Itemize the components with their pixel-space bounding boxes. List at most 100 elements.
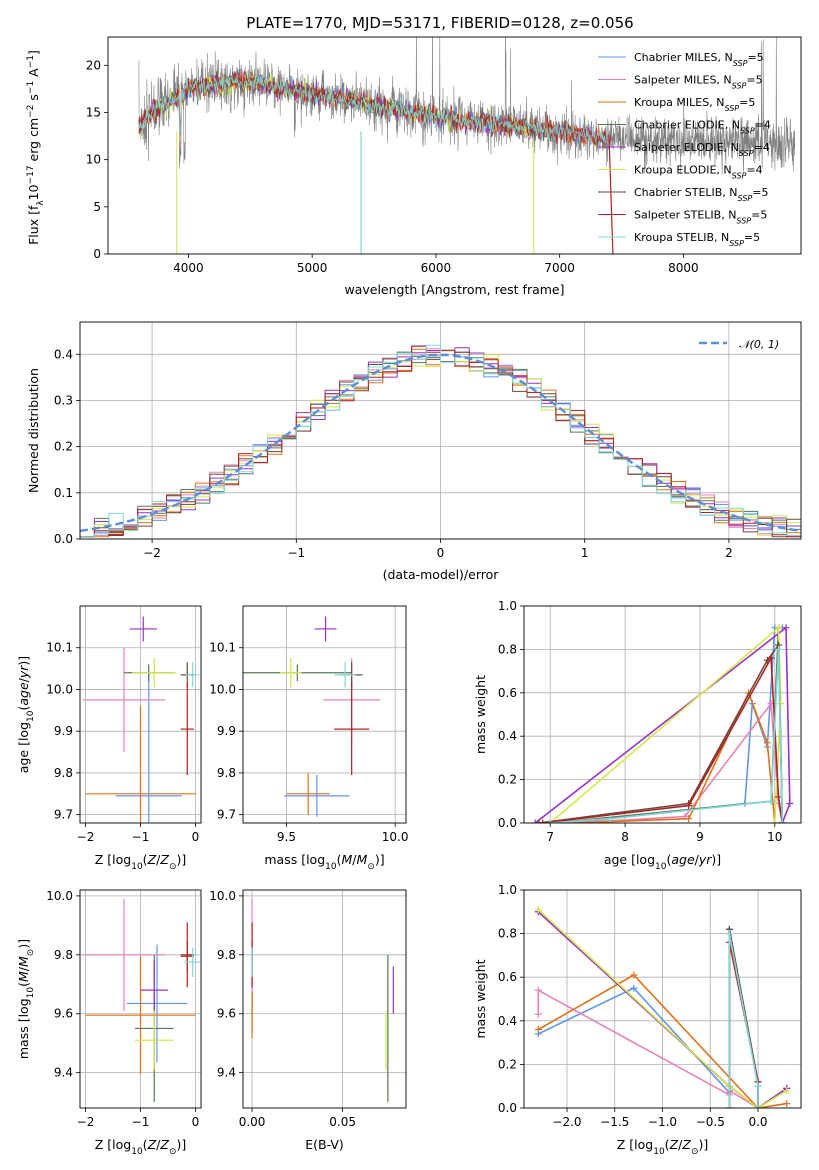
residuals-frame — [79, 321, 802, 540]
x-tick-label: 2 — [725, 546, 733, 560]
y-tick-label: 1.0 — [498, 883, 517, 897]
x-axis-label: age [log10(age/yr)] — [604, 852, 721, 872]
marker-salp_stel — [539, 819, 547, 823]
x-tick-label: −1 — [287, 546, 305, 560]
residuals-plot — [80, 344, 801, 538]
y-axis-label: Flux [fλ10−17 erg cm−2 s−1 A−1] — [26, 50, 46, 245]
series-chab_miles-line — [572, 626, 783, 823]
marker-krou_stel — [606, 815, 614, 823]
y-tick-label: 0.0 — [498, 816, 517, 830]
x-tick-label: 0.00 — [239, 1115, 266, 1129]
marker-salp_stel — [775, 793, 783, 801]
marker-krou_miles — [763, 739, 771, 747]
marker-krou_stel — [546, 819, 554, 823]
y-axis-label: age [log10(age/yr)] — [16, 656, 36, 773]
legend-label-krou_elod: Kroupa ELODIE, NSSP=4 — [634, 164, 763, 181]
mw_vs_age-axes: 7 8 9 10 0.0 0.2 0.4 0.6 0.8 1.0 — [498, 599, 801, 844]
mass_vs_Z-axes: −2 −1 0 9.4 9.6 9.8 10.0 — [46, 889, 201, 1129]
series-krou_stel-line — [728, 933, 759, 1108]
y-axis-label: mass weight — [473, 959, 488, 1038]
age_vs_mass-frame — [242, 605, 407, 824]
x-tick-label: 4000 — [173, 261, 204, 275]
y-axis-label: mass [log10(M/M⊙)] — [16, 939, 36, 1059]
marker-krou_elod — [775, 624, 783, 632]
x-tick-label: −2 — [143, 546, 161, 560]
x-tick-label: −2 — [77, 1115, 95, 1129]
age_vs_Z-plot — [82, 616, 200, 823]
marker-chab_miles — [630, 984, 638, 992]
marker-krou_miles — [783, 1100, 791, 1108]
marker-krou_miles — [534, 1026, 542, 1034]
marker-krou_stel — [775, 645, 783, 653]
mass_vs_ebv-frame — [242, 889, 407, 1109]
spectrum-frame — [107, 36, 802, 255]
model-krou_stel-line — [138, 75, 610, 148]
y-tick-label: 10.1 — [46, 641, 73, 655]
y-tick-label: 10 — [86, 153, 101, 167]
y-tick-label: 10.0 — [46, 889, 73, 903]
y-tick-label: 0.1 — [54, 486, 73, 500]
legend-label-chab_elod: Chabrier ELODIE, NSSP=4 — [634, 119, 771, 136]
series-salp_miles-line — [537, 988, 759, 1108]
y-tick-label: 9.7 — [54, 808, 73, 822]
y-axis-label: Normed distribution — [26, 368, 41, 493]
x-tick-label: 0.0 — [748, 1115, 767, 1129]
y-tick-label: 0.3 — [54, 393, 73, 407]
marker-salp_stel — [685, 802, 693, 810]
mw_vs_age-frame — [523, 605, 802, 824]
x-axis-label: E(B-V) — [305, 1137, 344, 1152]
marker-salp_stel — [767, 654, 775, 662]
x-tick-label: 0.05 — [329, 1115, 356, 1129]
age_vs_Z-frame — [79, 605, 202, 824]
y-tick-label: 10.1 — [209, 641, 236, 655]
y-tick-label: 0.2 — [498, 1057, 517, 1071]
y-tick-label: 0.4 — [498, 1014, 517, 1028]
spectrum-axes: 4000 5000 6000 7000 8000 0 5 10 15 20 — [86, 58, 699, 275]
x-tick-label: 8 — [621, 830, 629, 844]
x-tick-label: −1 — [132, 1115, 150, 1129]
x-tick-label: −1.5 — [600, 1115, 629, 1129]
y-tick-label: 15 — [86, 105, 101, 119]
x-tick-label: 5000 — [297, 261, 328, 275]
x-tick-label: −1.0 — [648, 1115, 677, 1129]
y-tick-label: 0.8 — [498, 642, 517, 656]
age_vs_mass-axes: 9.5 10.0 9.7 9.8 9.9 10.0 10.1 — [209, 606, 408, 844]
x-tick-label: −0.5 — [696, 1115, 725, 1129]
marker-salp_miles — [534, 1010, 542, 1018]
legend: Chabrier MILES, NSSP=5 Salpeter MILES, NS… — [598, 51, 771, 248]
y-tick-label: 10.0 — [46, 682, 73, 696]
mw_vs_Z-plot — [534, 906, 791, 1108]
marker-krou_stel — [725, 930, 733, 938]
legend-label-krou_stel: Kroupa STELIB, NSSP=5 — [634, 231, 760, 248]
series-salp_stel-line — [728, 942, 759, 1108]
y-tick-label: 9.7 — [217, 808, 236, 822]
x-tick-label: 0 — [192, 830, 200, 844]
x-tick-label: 10.0 — [382, 830, 409, 844]
marker-salp_elod — [786, 799, 794, 807]
x-tick-label: 1 — [581, 546, 589, 560]
legend-label-salp_stel: Salpeter STELIB, NSSP=5 — [634, 209, 767, 226]
figure-title: PLATE=1770, MJD=53171, FIBERID=0128, z=0… — [246, 14, 633, 32]
histogram-krou_stel-step — [80, 344, 801, 538]
model-chab_stel-line — [138, 70, 610, 150]
x-tick-label: 0 — [192, 1115, 200, 1129]
legend-label-salp_miles: Salpeter MILES, NSSP=5 — [634, 74, 763, 91]
x-tick-label: 8000 — [668, 261, 699, 275]
marker-krou_elod — [777, 700, 785, 708]
y-tick-label: 10.0 — [209, 682, 236, 696]
gaussian-curve — [80, 353, 801, 533]
y-tick-label: 0.6 — [498, 686, 517, 700]
y-tick-label: 9.4 — [217, 1066, 236, 1080]
y-tick-label: 9.6 — [217, 1007, 236, 1021]
x-axis-label: Z [log10(Z/Z⊙)] — [95, 1137, 187, 1157]
series-krou_elod-line — [537, 909, 788, 1108]
y-tick-label: 0.6 — [498, 970, 517, 984]
age_vs_Z-axes: −2 −1 0 9.7 9.8 9.9 10.0 10.1 — [46, 606, 201, 844]
mw_vs_age-plot — [531, 624, 794, 823]
y-tick-label: 9.8 — [217, 948, 236, 962]
marker-salp_elod — [531, 819, 539, 823]
y-tick-label: 0.0 — [498, 1101, 517, 1115]
x-tick-label: 9 — [696, 830, 704, 844]
y-tick-label: 9.8 — [54, 948, 73, 962]
series-krou_miles-line — [537, 973, 787, 1108]
